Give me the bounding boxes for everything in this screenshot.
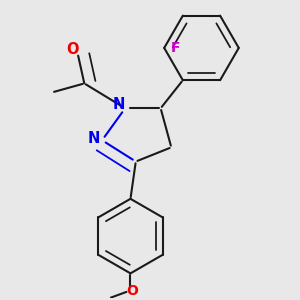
Text: N: N — [88, 131, 100, 146]
Text: F: F — [171, 41, 180, 55]
Text: N: N — [112, 97, 125, 112]
Text: O: O — [126, 284, 138, 298]
Text: O: O — [67, 42, 79, 57]
